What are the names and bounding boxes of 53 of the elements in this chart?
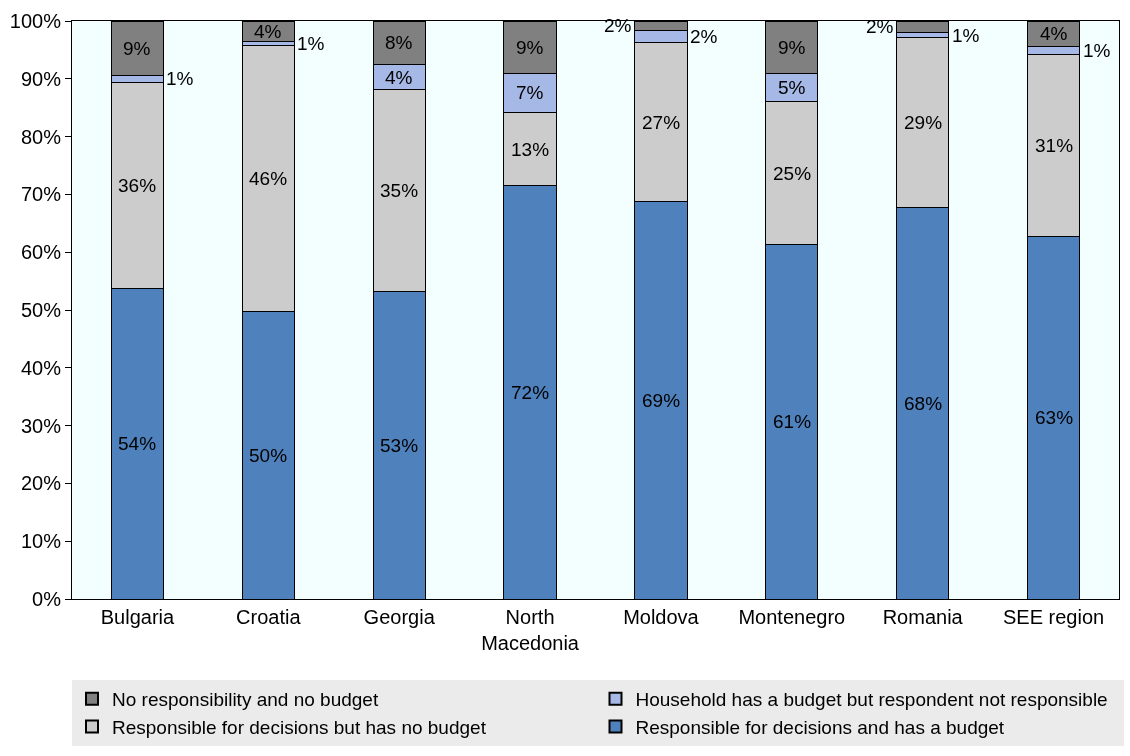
- data-label: 46%: [249, 168, 288, 189]
- data-label: 36%: [118, 175, 157, 196]
- data-label: 9%: [516, 37, 544, 58]
- y-tick-label: 30%: [20, 414, 62, 437]
- data-label: 8%: [385, 32, 413, 53]
- data-label: 72%: [511, 382, 550, 403]
- data-label: 1%: [1083, 40, 1111, 61]
- y-tick-label: 90%: [20, 67, 62, 90]
- data-label: 61%: [773, 411, 812, 432]
- y-tick-label: 40%: [20, 356, 62, 379]
- y-tick-label: 20%: [20, 472, 62, 495]
- legend-label: Responsible for decisions but has no budget: [112, 716, 487, 738]
- legend-label: Responsible for decisions and has a budget: [635, 716, 1005, 738]
- legend-label: Household has a budget but respondent not responsible: [635, 689, 1108, 711]
- y-tick-label: 10%: [20, 530, 62, 553]
- x-tick-label: North Macedonia: [481, 606, 580, 654]
- x-tick-label: Romania: [882, 606, 964, 628]
- x-tick-label: Moldova: [623, 606, 700, 628]
- data-label: 5%: [778, 77, 806, 98]
- data-label: 25%: [773, 163, 812, 184]
- data-label: 63%: [1035, 407, 1074, 428]
- data-label: 53%: [380, 435, 419, 456]
- data-label: 27%: [642, 112, 681, 133]
- data-label: 2%: [690, 26, 718, 47]
- x-tick-label: SEE region: [1002, 606, 1105, 628]
- y-tick-label: 100%: [9, 10, 62, 32]
- y-tick-label: 50%: [20, 299, 62, 321]
- data-label: 1%: [166, 68, 194, 89]
- y-tick-label: 60%: [20, 241, 62, 264]
- data-label: 4%: [385, 67, 413, 88]
- data-label: 13%: [511, 139, 550, 160]
- x-tick-label: Montenegro: [738, 606, 846, 628]
- legend-label: No responsibility and no budget: [112, 689, 379, 711]
- y-tick-label: 80%: [20, 125, 62, 148]
- x-tick-label: Croatia: [236, 606, 302, 628]
- data-label: 9%: [778, 37, 806, 58]
- data-label: 1%: [952, 25, 980, 46]
- y-tick-label: 70%: [20, 183, 62, 206]
- data-label: 35%: [380, 180, 419, 201]
- data-label: 69%: [642, 390, 681, 411]
- data-label: 50%: [249, 445, 288, 466]
- data-label: 4%: [254, 21, 282, 42]
- data-label: 68%: [904, 393, 943, 414]
- x-tick-label: Georgia: [363, 606, 436, 628]
- data-label: 29%: [904, 112, 943, 133]
- data-label: 54%: [118, 433, 157, 454]
- data-label: 31%: [1035, 135, 1074, 156]
- data-label: 9%: [123, 38, 151, 59]
- data-label: 4%: [1040, 23, 1068, 44]
- y-tick-label: 0%: [32, 588, 62, 610]
- data-label: 7%: [516, 82, 544, 103]
- x-tick-label: Bulgaria: [100, 606, 175, 628]
- data-label: 1%: [297, 33, 325, 54]
